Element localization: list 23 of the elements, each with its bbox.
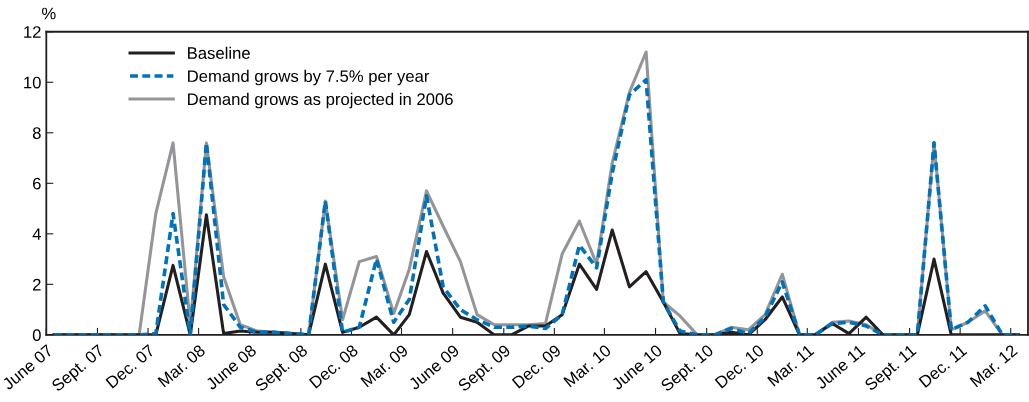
x-tick-label: Mar. 08 [157, 344, 206, 388]
x-tick-label: Mar. 11 [767, 344, 815, 387]
legend-label: Demand grows by 7.5% per year [188, 69, 430, 86]
x-tick-label: June 11 [814, 344, 866, 390]
y-tick-label: 2 [33, 278, 41, 291]
y-tick-label: 12 [24, 26, 41, 38]
x-tick-label: June 09 [407, 344, 460, 391]
x-tick-label: Dec. 11 [918, 344, 968, 388]
legend-label: Demand grows as projected in 2006 [188, 92, 453, 109]
x-tick-label: Dec. 09 [511, 344, 562, 389]
y-tick-label: 6 [33, 177, 41, 190]
x-tick-label: Mar. 10 [563, 343, 612, 388]
x-tick-label: Mar. 09 [360, 344, 409, 388]
x-tick-label: Dec. 08 [308, 344, 359, 389]
y-tick-label: 4 [32, 228, 41, 240]
legend-label: Baseline [188, 46, 250, 59]
x-tick-label: Dec. 10 [714, 343, 765, 389]
y-axis-title: % [41, 7, 56, 20]
y-tick-label: 8 [32, 127, 41, 139]
y-tick-label: 10 [24, 76, 41, 89]
x-tick-label: Dec. 07 [105, 344, 156, 389]
y-tick-label: 0 [32, 329, 41, 342]
x-tick-label: Mar. 12 [969, 344, 1018, 388]
